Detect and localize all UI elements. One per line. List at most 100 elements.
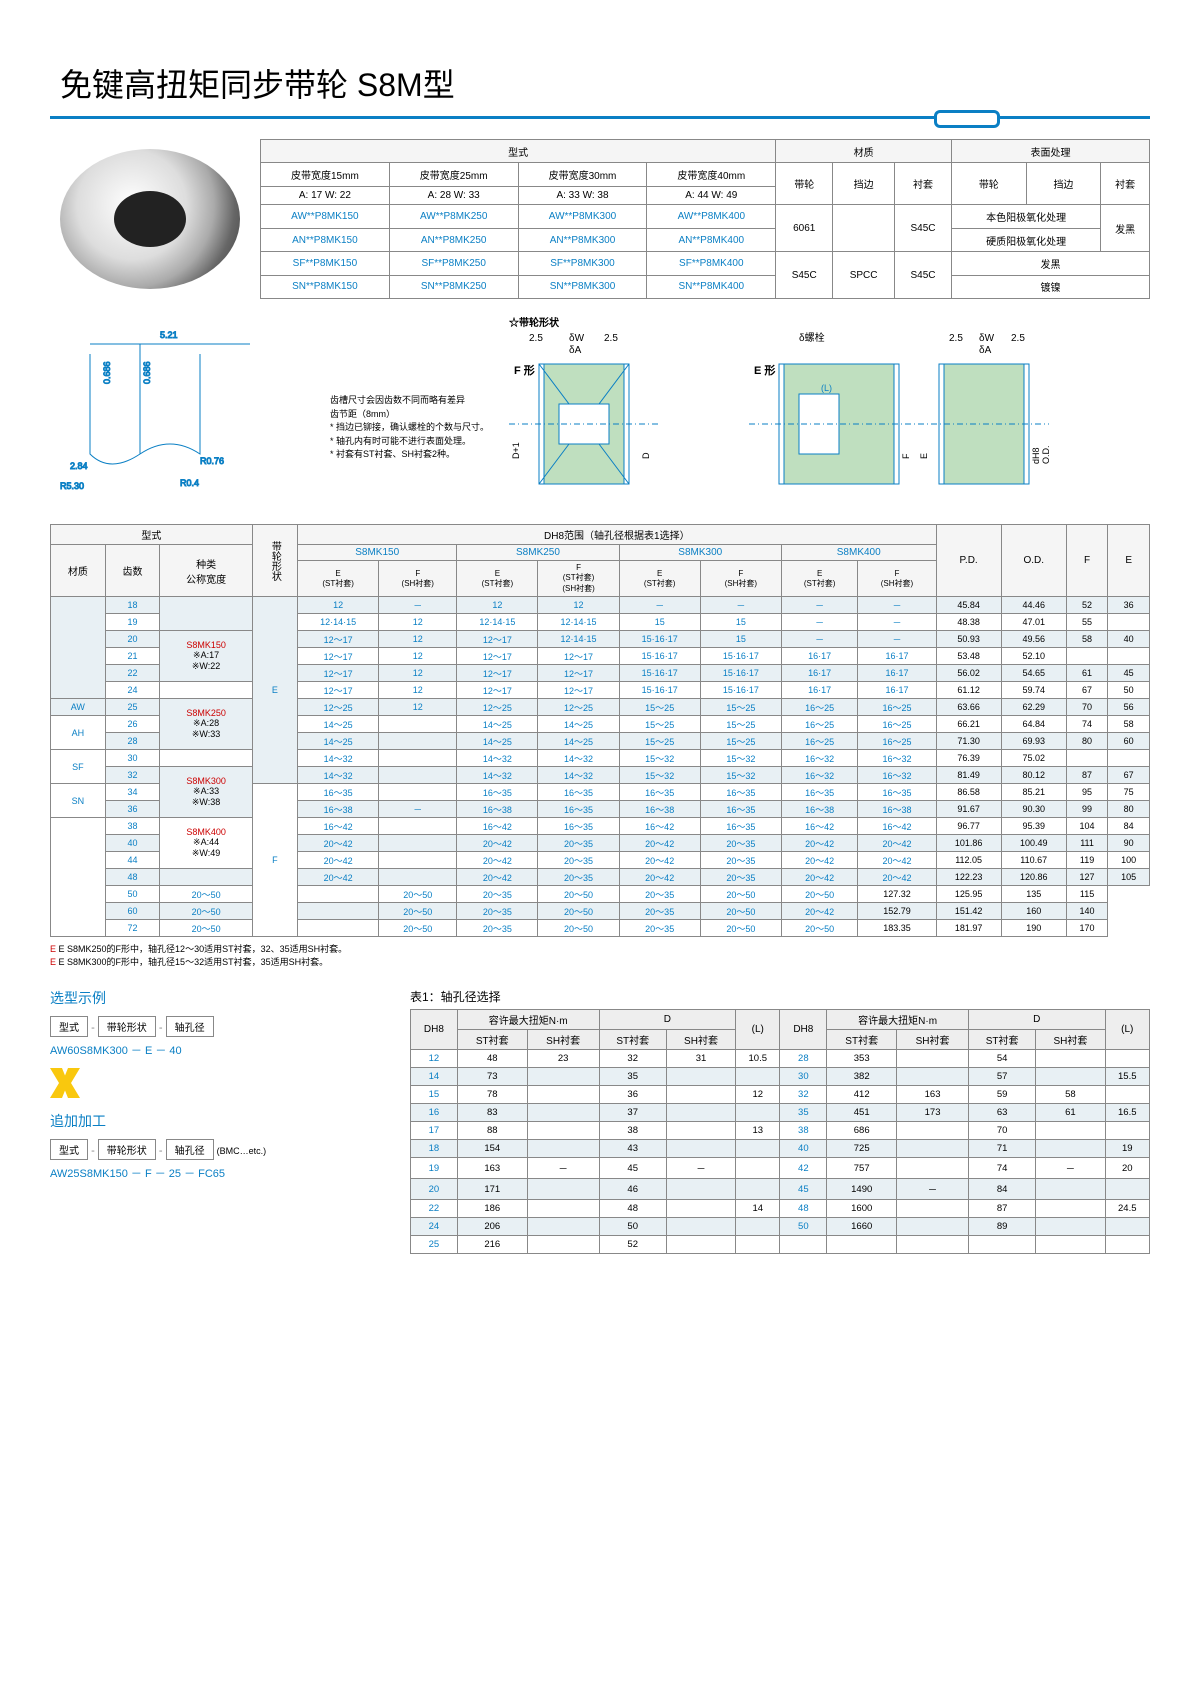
f-shape-drawing: 2.5δW2.5 δA F 形 D+1 D (509, 329, 739, 509)
c: 15～25 (619, 733, 700, 750)
c: 101.86 (936, 835, 1001, 852)
svg-text:0.686: 0.686 (142, 361, 152, 384)
c (666, 1236, 735, 1254)
c: 20～42 (619, 869, 700, 886)
c (51, 597, 106, 699)
c: － (781, 631, 857, 648)
c: 50 (599, 1218, 666, 1236)
h: F (SH衬套) (700, 561, 781, 597)
c: 16～25 (858, 699, 936, 716)
c (1036, 1200, 1105, 1218)
h: 齿数 (105, 545, 160, 597)
c: 16·17 (781, 648, 857, 665)
c: 16～32 (781, 750, 857, 767)
c: 12 (538, 597, 619, 614)
c: 173 (897, 1104, 969, 1122)
svg-text:2.5: 2.5 (604, 333, 618, 344)
c: 1490 (827, 1179, 897, 1200)
c: 衬套 (894, 163, 951, 205)
c: 80.12 (1001, 767, 1066, 784)
c: 12 (379, 665, 457, 682)
c: 26 (105, 716, 160, 733)
c: 16～35 (457, 784, 538, 801)
c: 22 (411, 1200, 458, 1218)
h: D (968, 1010, 1105, 1030)
c: － (858, 597, 936, 614)
h: E (ST衬套) (781, 561, 857, 597)
c: 70 (1066, 699, 1108, 716)
note: 齿节距（8mm） (330, 408, 489, 422)
c: 16～38 (457, 801, 538, 818)
c: 49.56 (1001, 631, 1066, 648)
c: 12～25 (298, 699, 379, 716)
c: 20～35 (457, 903, 538, 920)
c: 16～38 (619, 801, 700, 818)
c: 1660 (827, 1218, 897, 1236)
c: SN**P8MK150 (261, 275, 390, 298)
svg-text:δA: δA (569, 345, 582, 356)
c: 20～42 (619, 835, 700, 852)
c: 45 (599, 1158, 666, 1179)
c: 14 (736, 1200, 780, 1218)
c (1036, 1236, 1105, 1254)
c: 20～50 (700, 886, 781, 903)
c: 71 (968, 1140, 1035, 1158)
c: 16～42 (781, 818, 857, 835)
c: 48 (457, 1050, 527, 1068)
c: F (252, 784, 297, 937)
c: － (527, 1158, 599, 1179)
c: AW**P8MK400 (647, 205, 776, 228)
c: 16～32 (781, 767, 857, 784)
c: 20 (1105, 1158, 1149, 1179)
c: 36 (1108, 597, 1150, 614)
table-row: 124823323110.52835354 (411, 1050, 1150, 1068)
c: 15～32 (700, 750, 781, 767)
c: 12～17 (538, 665, 619, 682)
c: 85.21 (1001, 784, 1066, 801)
c (379, 835, 457, 852)
c: 14～25 (457, 733, 538, 750)
c: 73 (457, 1068, 527, 1086)
c: 16～35 (700, 784, 781, 801)
h: F (SH衬套) (858, 561, 936, 597)
table-row: 32S8MK300※A:33※W:3814～3214～3214～3215～321… (51, 767, 1150, 784)
c: 12 (411, 1050, 458, 1068)
c: 190 (1001, 920, 1066, 937)
c: － (1036, 1158, 1105, 1179)
c: 15·16·17 (619, 631, 700, 648)
c: 163 (897, 1086, 969, 1104)
h: 种类 公称宽度 (160, 545, 252, 597)
h: S8MK250 (457, 545, 619, 561)
table-row: 4820～4220～4220～3520～4220～3520～4220～42122… (51, 869, 1150, 886)
c: 16～38 (858, 801, 936, 818)
c: SF**P8MK400 (647, 252, 776, 275)
c: 100.49 (1001, 835, 1066, 852)
c: 21 (105, 648, 160, 665)
c: － (379, 597, 457, 614)
c: 70 (968, 1122, 1035, 1140)
c: 本色阳极氧化处理 (952, 205, 1101, 228)
c: 20～50 (538, 920, 619, 937)
c: 50.93 (936, 631, 1001, 648)
c: 12·14·15 (298, 614, 379, 631)
c: 32 (599, 1050, 666, 1068)
c: 170 (1066, 920, 1108, 937)
c: 15.5 (1105, 1068, 1149, 1086)
svg-text:D+1: D+1 (511, 442, 521, 459)
c: 22 (105, 665, 160, 682)
c: 20～42 (298, 835, 379, 852)
c: 63.66 (936, 699, 1001, 716)
c: 58 (1066, 631, 1108, 648)
c: 20～35 (700, 852, 781, 869)
c (666, 1068, 735, 1086)
c: 14～32 (457, 767, 538, 784)
c (298, 903, 379, 920)
c: 16～42 (457, 818, 538, 835)
c (897, 1068, 969, 1086)
svg-text:2.5: 2.5 (529, 333, 543, 344)
c: 挡边 (833, 163, 895, 205)
c (379, 750, 457, 767)
c (736, 1218, 780, 1236)
h: E (ST衬套) (619, 561, 700, 597)
c: 60 (105, 903, 160, 920)
